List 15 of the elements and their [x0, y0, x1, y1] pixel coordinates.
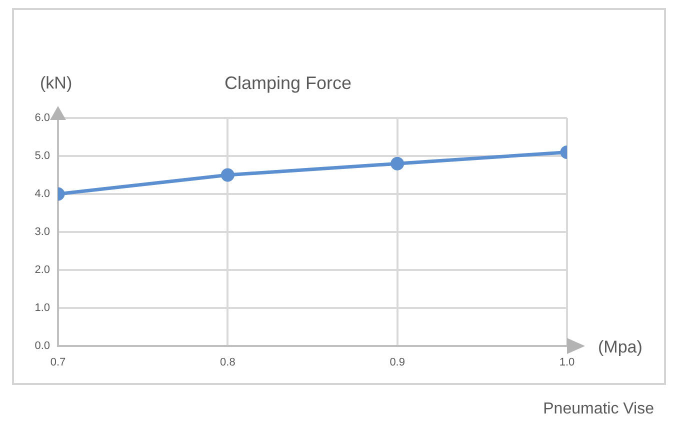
x-tick-label: 1.0	[559, 356, 575, 369]
y-tick-label: 3.0	[34, 226, 50, 238]
y-tick-label: 6.0	[34, 112, 50, 124]
y-tick-label: 2.0	[34, 264, 50, 276]
x-tick-label: 0.9	[390, 356, 405, 369]
chart-title: Clamping Force	[224, 72, 352, 93]
y-axis-title: (kN)	[40, 74, 72, 93]
x-axis-title: (Mpa)	[598, 338, 642, 357]
y-tick-label: 5.0	[34, 150, 50, 162]
text: Pneumatic Vise	[543, 400, 654, 418]
y-tick-label: 0.0	[34, 340, 50, 352]
x-tick-label: 0.8	[220, 356, 236, 369]
y-tick-label: 1.0	[34, 302, 50, 314]
x-tick-label: 0.7	[50, 356, 66, 369]
y-tick-label: 4.0	[34, 188, 50, 200]
